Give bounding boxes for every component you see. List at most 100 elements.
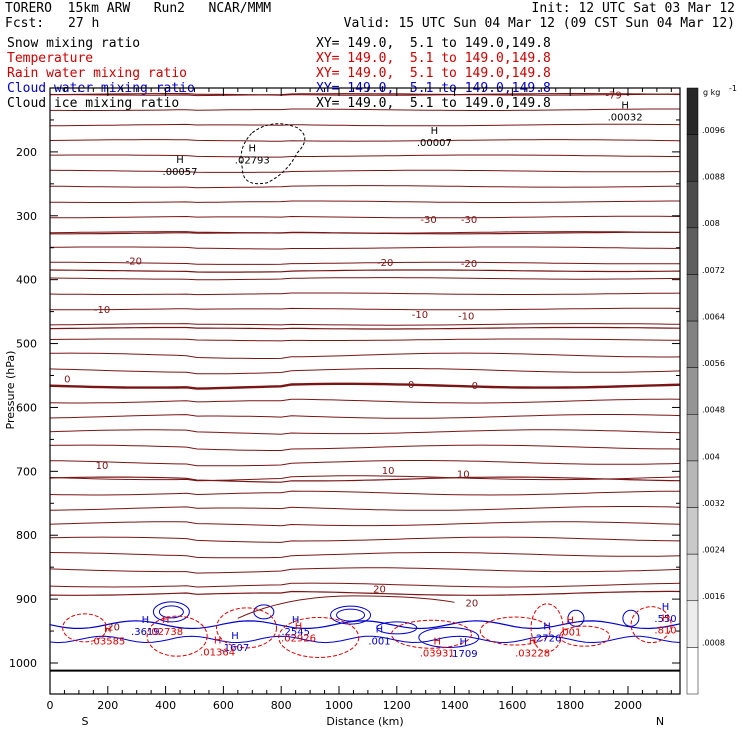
rain-cell (62, 613, 108, 643)
extremum-value: .550 (654, 614, 676, 625)
extremum-value: .001 (559, 628, 581, 639)
isotherm (49, 277, 681, 281)
y-tick-label: 800 (16, 529, 37, 542)
isotherm (49, 444, 681, 451)
isotherm (50, 261, 681, 265)
extrema-labels: H.00057H.02793H.00007H.00032H.3619H.2545… (90, 101, 676, 661)
field-xy-range: XY= 149.0, 5.1 to 149.0,149.8 (316, 96, 551, 111)
x-tick-label: 1000 (325, 699, 353, 712)
colorbar-label: .0032 (702, 499, 725, 508)
cloud-water-cell (418, 626, 480, 648)
colorbar: .0096 .0088 .008 .0072 .0064 .0056 .0048 .004 .0… (686, 84, 737, 695)
colorbar-swatch (686, 367, 699, 415)
isotherm (49, 460, 681, 467)
colorbar-label: .0008 (702, 639, 725, 648)
isotherm--79 (49, 93, 681, 96)
colorbar-swatch (686, 414, 699, 462)
colorbar-swatch (686, 460, 699, 508)
isotherm-label: 10 (96, 461, 109, 472)
y-tick-label: 200 (16, 146, 37, 159)
rain-cell (390, 619, 472, 649)
extremum-marker: H (376, 624, 384, 635)
rain-cell (146, 615, 208, 657)
x-tick-label: 800 (271, 699, 292, 712)
isotherm-label: 20 (466, 598, 479, 609)
rain-cell (530, 603, 564, 653)
colorbar-swatch (686, 320, 699, 368)
isotherm-label: 20 (107, 623, 120, 634)
extremum-marker: H (104, 624, 112, 635)
axes: 0 200 400 600 800 1000 1200 1400 1600 1800 2000200… (4, 88, 680, 728)
isotherm (49, 368, 681, 375)
field-name: Temperature (7, 51, 94, 66)
x-tick-label: 400 (155, 699, 176, 712)
colorbar-label: .004 (702, 452, 720, 461)
isotherm (49, 169, 680, 173)
isotherm (49, 185, 681, 189)
isotherm-0 (49, 382, 681, 390)
cloud-water-cell (330, 605, 372, 625)
isotherm-label: -10 (94, 305, 110, 316)
x-tick-label: 200 (97, 699, 118, 712)
y-tick-label: 900 (16, 593, 37, 606)
extremum-marker: H (295, 621, 303, 632)
plot-frame (49, 87, 681, 695)
colorbar-swatch (686, 227, 699, 275)
extremum-value: .02738 (148, 627, 183, 638)
isotherm--10 (49, 326, 681, 330)
colorbar-swatch (686, 180, 699, 229)
isotherm-label: -10 (458, 311, 474, 322)
extremum-marker: H (529, 637, 537, 648)
isotherm--20 (49, 269, 681, 273)
cloud-water-contour (49, 635, 681, 644)
extremum-value: .2545 (281, 627, 310, 638)
colorbar-swatch (686, 507, 699, 555)
rain-cell (216, 607, 278, 649)
extremum-value: .03228 (515, 649, 550, 660)
colorbar-swatch (686, 274, 699, 322)
isotherm-label: 0 (64, 375, 70, 386)
forecast-label: Fcst: (5, 16, 45, 31)
valid-time: Valid: 15 UTC Sun 04 Mar 12 (09 CST Sun … (343, 16, 735, 31)
model-line: TORERO 15km ARW Run2 NCAR/MMM (5, 1, 272, 16)
rain-cell (479, 616, 551, 646)
extremum-value: .00057 (163, 167, 198, 178)
extremum-marker: H (231, 631, 239, 642)
extremum-value: .03931 (420, 649, 455, 660)
isotherm (49, 506, 681, 511)
isotherm (49, 582, 681, 588)
isotherm (49, 93, 681, 97)
north-label: N (656, 715, 664, 728)
colorbar-label: .0048 (702, 406, 725, 415)
y-axis-title: Pressure (hPa) (4, 351, 17, 430)
isotherm (50, 215, 681, 219)
x-axis-title: Distance (km) (326, 715, 403, 728)
isotherm (50, 307, 681, 311)
cloud-water-cell (152, 601, 190, 623)
y-tick-label: 300 (16, 210, 37, 223)
isotherm-label: -30 (420, 215, 436, 226)
isotherm (49, 429, 681, 435)
extremum-marker: H (249, 143, 257, 154)
y-tick-label: 400 (16, 274, 37, 287)
y-tick-label: 1000 (9, 657, 37, 670)
extremum-marker: H (566, 616, 574, 627)
cloud-water-cell (567, 609, 585, 627)
cloud-precip-features (49, 123, 681, 658)
colorbar-label: .0072 (702, 266, 725, 275)
colorbar-label: .0016 (702, 592, 725, 601)
colorbar-label: .0064 (702, 312, 725, 321)
colorbar-swatch (686, 553, 699, 602)
init-time: Init: 12 UTC Sat 03 Mar 12 (531, 1, 736, 16)
isotherm (49, 398, 681, 404)
isotherm (49, 246, 680, 250)
isotherm (49, 123, 681, 127)
colorbar-swatch (686, 134, 699, 182)
field-name: Cloud ice mixing ratio (7, 96, 180, 111)
south-label: S (82, 715, 89, 728)
isotherm (49, 567, 681, 574)
field-xy-range: XY= 149.0, 5.1 to 149.0,149.8 (316, 51, 551, 66)
isotherm (49, 338, 681, 342)
extremum-value: .00007 (417, 138, 452, 149)
extremum-value: .00032 (608, 113, 643, 124)
